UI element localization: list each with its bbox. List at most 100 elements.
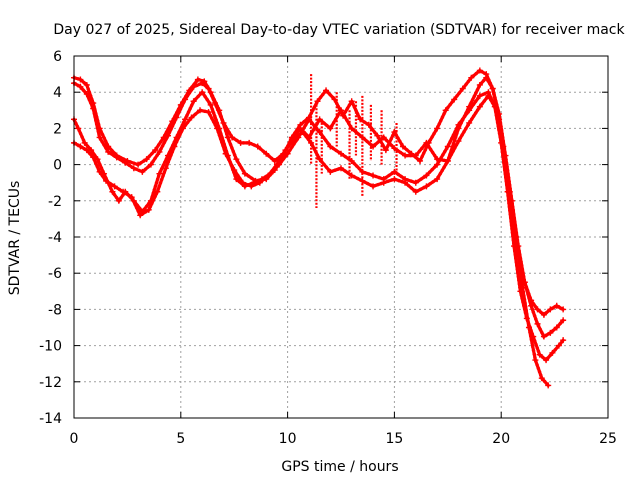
data-point [365,121,372,128]
data-point [199,80,206,87]
data-point [370,172,377,179]
data-point [357,116,364,123]
data-point [211,100,218,107]
data-point [137,212,144,219]
data-point [190,98,197,105]
data-point [135,161,142,168]
data-point [476,92,483,99]
data-point [190,83,197,90]
data-point [173,114,180,121]
data-point [248,183,255,190]
data-point [493,107,500,114]
data-point [380,134,387,141]
data-point [156,170,163,177]
y-tick-label: 2 [53,121,62,137]
data-point [83,91,90,98]
axis-ticks: -14 -12 -10 -8 -6 -4 -2 0 2 4 6 0 5 10 15 20 25 [39,49,617,447]
data-point [391,176,398,183]
data-point [549,349,556,356]
data-point [540,311,547,318]
x-tick-label: 0 [70,431,79,447]
data-point [103,177,110,184]
data-point [171,143,178,150]
data-point [96,134,103,141]
data-point [256,179,263,186]
data-point [451,96,458,103]
data-point [402,179,409,186]
y-tick-label: -6 [48,266,62,282]
data-point [239,179,246,186]
data-point [231,167,238,174]
y-tick-label: 0 [53,158,62,174]
data-point [543,357,550,364]
data-point [273,161,280,168]
data-point [237,139,244,146]
data-point [205,85,212,92]
data-point [75,125,82,132]
data-point [476,103,483,110]
data-point [197,107,204,114]
y-tick-label: -10 [39,339,62,355]
x-tick-label: 20 [492,431,510,447]
series-markers-trace-3 [72,89,565,363]
data-point [130,165,137,172]
data-point [323,87,330,94]
x-axis-label: GPS time / hours [281,459,398,475]
data-point [77,143,84,150]
data-point [338,165,344,172]
series-trace-1 [71,67,567,318]
data-point [241,170,248,177]
data-point [233,156,240,163]
data-point [147,161,154,168]
data-point [282,147,289,154]
data-point [455,138,462,145]
data-point [466,119,473,126]
data-point [109,188,116,195]
data-point [489,85,496,92]
data-point [442,107,449,114]
data-point [434,176,441,183]
data-point [90,154,97,161]
data-point [466,107,473,114]
data-point [553,324,560,331]
data-point [81,139,88,146]
data-point [122,159,129,166]
data-point [560,317,567,324]
data-point [188,114,195,121]
spike-markers [309,74,398,209]
data-point [444,143,451,150]
x-tick-label: 25 [599,431,617,447]
y-tick-label: -8 [48,302,62,318]
data-point [90,105,97,112]
data-point [154,188,161,195]
data-point [476,81,483,88]
data-point [164,132,171,139]
data-point [391,168,398,175]
chart-title: Day 027 of 2025, Sidereal Day-to-day VTE… [53,22,625,38]
data-point [182,96,189,103]
data-point [111,183,118,190]
data-point [194,76,201,83]
data-point [412,152,419,159]
data-point [547,329,554,336]
data-point [120,188,127,195]
data-point [115,197,122,204]
data-point [139,168,146,175]
x-tick-label: 5 [176,431,185,447]
data-point [348,172,355,179]
data-point [536,351,543,358]
data-point [327,143,334,150]
data-point [402,152,409,159]
data-point [327,125,334,132]
y-axis-label: SDTVAR / TECUs [7,181,23,296]
data-point [560,306,567,313]
data-point [222,150,229,157]
data-point [513,234,520,240]
series-line-trace-4 [72,94,550,387]
data-point [468,74,475,81]
y-tick-label: -14 [39,411,62,427]
y-tick-label: -2 [48,194,62,210]
data-series [71,67,567,389]
